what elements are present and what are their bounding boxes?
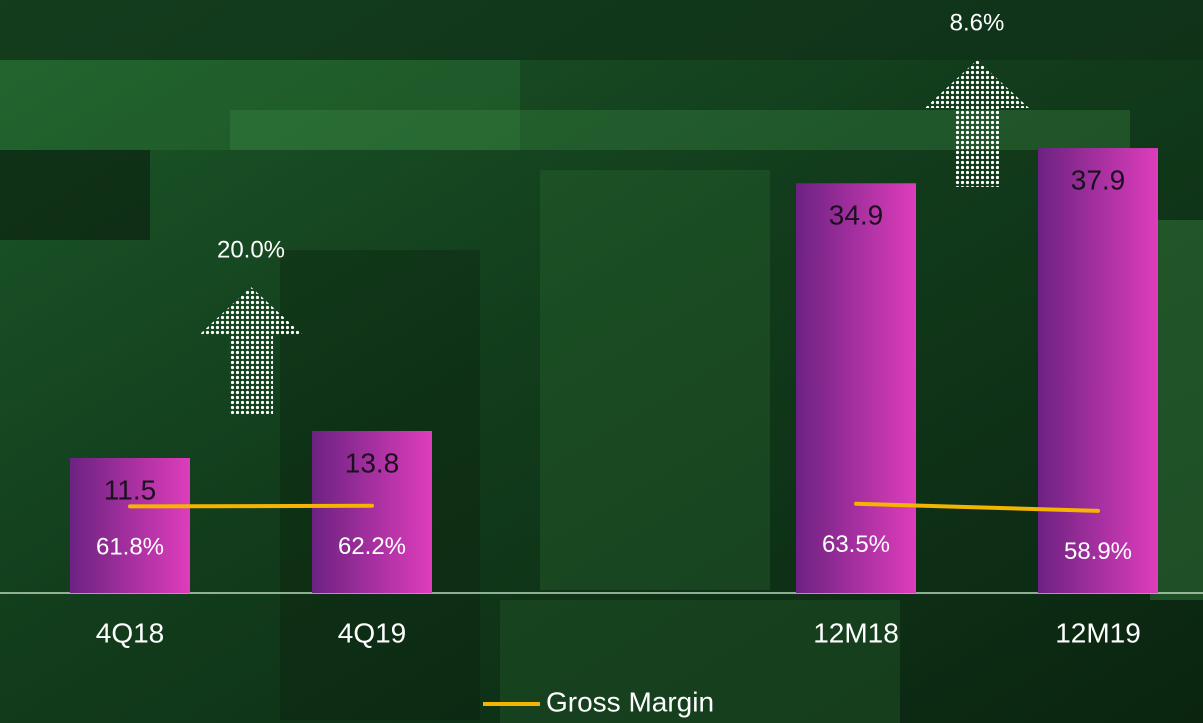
bar — [1038, 148, 1158, 593]
margin-label: 61.8% — [96, 534, 164, 561]
bar — [312, 430, 432, 593]
x-tick-label: 12M19 — [1055, 617, 1141, 648]
margin-line — [128, 501, 1100, 513]
growth-arrow — [199, 286, 303, 414]
margin-label: 58.9% — [1064, 538, 1132, 565]
bar-value-label: 37.9 — [1071, 164, 1126, 195]
bar-value-label: 11.5 — [104, 474, 156, 505]
margin-label: 62.2% — [338, 533, 406, 560]
bar-value-label: 13.8 — [345, 447, 400, 478]
bar — [70, 457, 190, 593]
bar-value-label: 34.9 — [829, 200, 884, 231]
growth-label: 8.6% — [950, 9, 1005, 36]
legend: Gross Margin — [483, 686, 714, 717]
growth-arrow — [925, 60, 1029, 187]
growth-label: 20.0% — [217, 236, 285, 263]
legend-label: Gross Margin — [546, 686, 714, 717]
x-tick-label: 4Q19 — [338, 617, 407, 648]
bar — [796, 183, 916, 594]
margin-label: 63.5% — [822, 531, 890, 558]
x-tick-label: 12M18 — [813, 617, 899, 648]
x-tick-label: 4Q18 — [96, 617, 165, 648]
